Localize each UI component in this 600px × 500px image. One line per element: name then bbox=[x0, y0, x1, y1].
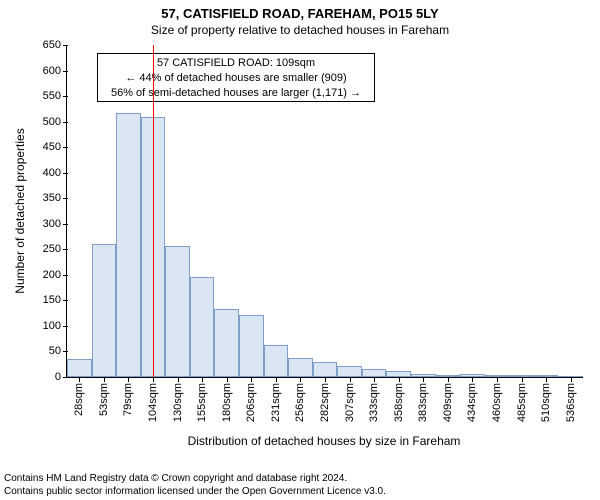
histogram-bar bbox=[313, 362, 338, 377]
x-axis-label-text: Distribution of detached houses by size … bbox=[188, 434, 461, 448]
x-tick: 383sqm bbox=[417, 377, 429, 422]
y-tick: 0 bbox=[55, 371, 67, 383]
histogram-bar bbox=[116, 113, 141, 377]
x-tick: 536sqm bbox=[565, 377, 577, 422]
footer: Contains HM Land Registry data © Crown c… bbox=[4, 473, 386, 498]
page-subtitle: Size of property relative to detached ho… bbox=[0, 23, 600, 39]
y-tick: 50 bbox=[49, 345, 67, 357]
x-tick: 155sqm bbox=[196, 377, 208, 422]
x-tick: 180sqm bbox=[221, 377, 233, 422]
histogram-bar bbox=[264, 345, 289, 377]
x-tick: 282sqm bbox=[319, 377, 331, 422]
histogram-bar bbox=[67, 359, 92, 377]
y-tick: 650 bbox=[43, 39, 67, 51]
y-tick: 550 bbox=[43, 90, 67, 102]
x-tick: 28sqm bbox=[73, 377, 85, 416]
callout-line-1: 57 CATISFIELD ROAD: 109sqm bbox=[102, 56, 370, 71]
x-tick: 79sqm bbox=[122, 377, 134, 416]
x-tick: 53sqm bbox=[98, 377, 110, 416]
callout-line-2: ← 44% of detached houses are smaller (90… bbox=[102, 71, 370, 86]
histogram-bar bbox=[92, 244, 117, 377]
x-tick: 510sqm bbox=[540, 377, 552, 422]
x-tick: 485sqm bbox=[516, 377, 528, 422]
x-tick: 256sqm bbox=[294, 377, 306, 422]
x-tick: 358sqm bbox=[393, 377, 405, 422]
y-tick: 300 bbox=[43, 218, 67, 230]
footer-line-1: Contains HM Land Registry data © Crown c… bbox=[4, 473, 386, 486]
y-tick: 600 bbox=[43, 65, 67, 77]
title-text: 57, CATISFIELD ROAD, FAREHAM, PO15 5LY bbox=[161, 6, 438, 21]
x-tick: 130sqm bbox=[172, 377, 184, 422]
histogram-bar bbox=[165, 246, 190, 377]
x-tick: 434sqm bbox=[466, 377, 478, 422]
x-axis-label: Distribution of detached houses by size … bbox=[188, 434, 461, 448]
callout-box: 57 CATISFIELD ROAD: 109sqm ← 44% of deta… bbox=[97, 53, 375, 102]
callout-line-3: 56% of semi-detached houses are larger (… bbox=[102, 86, 370, 101]
x-tick: 104sqm bbox=[147, 377, 159, 422]
histogram-bar bbox=[362, 369, 387, 377]
y-tick: 350 bbox=[43, 192, 67, 204]
y-tick: 100 bbox=[43, 320, 67, 332]
subtitle-text: Size of property relative to detached ho… bbox=[151, 23, 449, 37]
histogram-bar bbox=[190, 277, 215, 377]
y-tick: 450 bbox=[43, 141, 67, 153]
x-tick: 333sqm bbox=[368, 377, 380, 422]
footer-line-2: Contains public sector information licen… bbox=[4, 486, 386, 499]
y-tick: 250 bbox=[43, 243, 67, 255]
page-title: 57, CATISFIELD ROAD, FAREHAM, PO15 5LY bbox=[0, 0, 600, 22]
histogram-bar bbox=[214, 309, 239, 377]
x-tick: 409sqm bbox=[442, 377, 454, 422]
y-tick: 200 bbox=[43, 269, 67, 281]
x-tick: 307sqm bbox=[344, 377, 356, 422]
x-tick: 231sqm bbox=[270, 377, 282, 422]
y-axis-label-text: Number of detached properties bbox=[13, 128, 27, 293]
histogram-bar bbox=[337, 366, 362, 377]
x-tick: 206sqm bbox=[245, 377, 257, 422]
histogram-bar bbox=[239, 315, 264, 377]
y-tick: 150 bbox=[43, 294, 67, 306]
y-axis-label: Number of detached properties bbox=[13, 128, 27, 293]
x-tick: 460sqm bbox=[491, 377, 503, 422]
y-tick: 400 bbox=[43, 167, 67, 179]
histogram-bar bbox=[288, 358, 313, 377]
y-tick: 500 bbox=[43, 116, 67, 128]
